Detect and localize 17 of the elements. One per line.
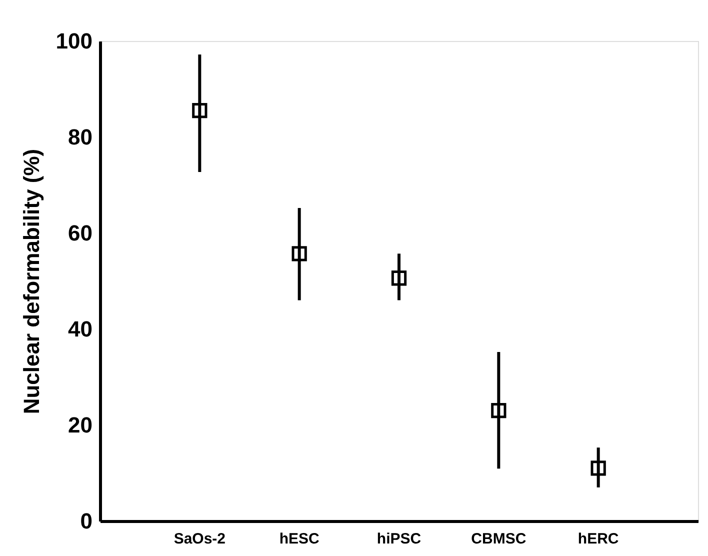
x-tick-label: CBMSC xyxy=(471,530,526,548)
y-tick-label: 0 xyxy=(80,508,92,534)
point xyxy=(590,460,606,476)
y-tick-label: 100 xyxy=(56,28,92,54)
y-tick-label: 60 xyxy=(68,220,92,246)
y-tick-label: 20 xyxy=(68,412,92,438)
point xyxy=(192,103,208,118)
x-tick-label: hESC xyxy=(279,530,320,548)
x-tick-label: hiPSC xyxy=(376,530,422,548)
point xyxy=(491,403,506,418)
y-tick-label: 80 xyxy=(68,124,92,150)
y-axis-title: Nuclear deformability (%) xyxy=(18,148,44,414)
point xyxy=(292,246,307,262)
x-tick-label: hERC xyxy=(578,530,619,548)
x-tick-label: SaOs-2 xyxy=(174,530,226,548)
point xyxy=(391,270,407,286)
y-tick-label: 40 xyxy=(68,316,92,342)
